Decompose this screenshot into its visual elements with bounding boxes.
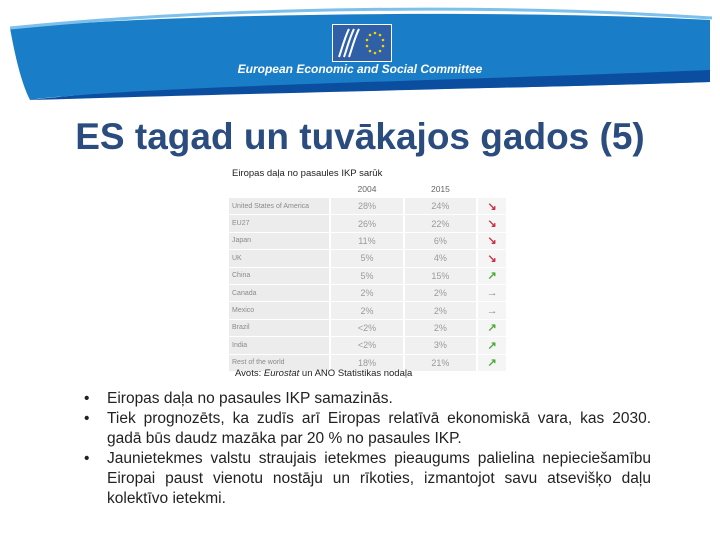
arrow-up-right-icon: ↗ — [476, 354, 506, 372]
value-2015-cell: 2% — [402, 319, 478, 338]
arrow-right-icon: → — [476, 301, 506, 320]
country-cell: Mexico — [229, 301, 331, 320]
arrow-up-right-icon: ↗ — [476, 319, 506, 338]
value-2004-cell: <2% — [329, 319, 404, 338]
arrow-right-icon: → — [476, 284, 506, 303]
value-2015-cell: 21% — [402, 354, 478, 372]
value-2015-cell: 2% — [402, 284, 478, 303]
table-row: UK 5% 4% ↘ — [229, 249, 506, 268]
value-2004-cell: 18% — [329, 354, 404, 372]
table-row: Canada 2% 2% → — [229, 284, 506, 303]
table-row: EU27 26% 22% ↘ — [229, 214, 506, 233]
table-header-row: 2004 2015 — [229, 180, 506, 198]
value-2004-cell: 5% — [329, 249, 404, 268]
table-row: Japan 11% 6% ↘ — [229, 232, 506, 251]
organization-name: European Economic and Social Committee — [237, 62, 483, 76]
value-2004-cell: <2% — [329, 336, 404, 355]
value-2015-cell: 6% — [402, 232, 478, 251]
value-2004-cell: 2% — [329, 284, 404, 303]
country-cell: EU27 — [229, 214, 331, 233]
country-cell: Rest of the world — [229, 354, 331, 372]
table-body: United States of America 28% 24% ↘ EU27 26% 22… — [229, 198, 506, 372]
eesc-logo-graphic — [338, 28, 385, 58]
bullet-text: Eiropas daļa no pasaules IKP samazinās. — [107, 390, 393, 407]
bullet-item: • Eiropas daļa no pasaules IKP samazinās. — [80, 389, 651, 409]
value-2004-cell: 5% — [329, 267, 404, 285]
table-caption: Eiropas daļa no pasaules IKP sarūk — [232, 168, 383, 179]
gdp-share-table: 2004 2015 United States of America 28% 24%… — [229, 180, 506, 372]
bullet-text: Tiek prognozēts, ka zudīs arī Eiropas re… — [107, 410, 651, 447]
country-cell: Japan — [229, 232, 331, 251]
eesc-logo — [332, 24, 392, 62]
trend-column-header — [477, 180, 506, 198]
source-eurostat: Eurostat — [263, 368, 300, 379]
arrow-down-right-icon: ↘ — [476, 249, 506, 268]
table-row: United States of America 28% 24% ↘ — [229, 198, 506, 216]
country-cell: Brazil — [229, 319, 331, 338]
value-2004-cell: 28% — [329, 198, 404, 216]
value-2015-cell: 2% — [402, 301, 478, 320]
table-row: Mexico 2% 2% → — [229, 301, 506, 320]
bullet-dot: • — [84, 410, 90, 427]
bullet-item: • Tiek prognozēts, ka zudīs arī Eiropas r… — [80, 409, 651, 449]
bullet-dot: • — [84, 450, 90, 467]
bullet-item: • Jaunietekmes valstu straujais ietekmes … — [80, 449, 651, 509]
arrow-down-right-icon: ↘ — [476, 232, 506, 251]
value-2015-cell: 3% — [402, 336, 478, 355]
arrow-up-right-icon: ↗ — [476, 336, 506, 355]
country-column-header — [229, 180, 330, 198]
arrow-down-right-icon: ↘ — [476, 214, 506, 233]
table-row: China 5% 15% ↗ — [229, 267, 506, 285]
source-note: Avots: Eurostat un ANO Statistikas nodaļ… — [235, 368, 412, 379]
arrow-up-right-icon: ↗ — [476, 267, 506, 285]
value-2015-cell: 24% — [402, 198, 478, 216]
table-row: Brazil <2% 2% ↗ — [229, 319, 506, 338]
source-prefix: Avots: — [235, 368, 264, 379]
value-2004-cell: 2% — [329, 301, 404, 320]
bullet-dot: • — [84, 390, 90, 407]
country-cell: Canada — [229, 284, 331, 303]
country-cell: United States of America — [229, 198, 331, 216]
value-2015-cell: 22% — [402, 214, 478, 233]
table-row: India <2% 3% ↗ — [229, 336, 506, 355]
slide-title: ES tagad un tuvākajos gados (5) — [75, 116, 645, 157]
country-cell: India — [229, 336, 331, 355]
bullet-list: • Eiropas daļa no pasaules IKP samazinās.… — [80, 389, 651, 509]
country-cell: UK — [229, 249, 331, 268]
banner-swoosh-highlight — [9, 7, 713, 30]
bullet-text: Jaunietekmes valstu straujais ietekmes p… — [107, 450, 651, 507]
year-column-header: 2015 — [430, 184, 450, 194]
value-2015-cell: 15% — [402, 267, 478, 285]
value-2004-cell: 26% — [329, 214, 404, 233]
year-column-header: 2004 — [357, 184, 377, 194]
source-suffix: un ANO Statistikas nodaļa — [299, 368, 413, 379]
country-cell: China — [229, 267, 331, 285]
arrow-down-right-icon: ↘ — [476, 198, 506, 216]
banner-swoosh-dark — [30, 70, 710, 100]
value-2004-cell: 11% — [329, 232, 404, 251]
table-row: Rest of the world 18% 21% ↗ — [229, 354, 506, 372]
value-2015-cell: 4% — [402, 249, 478, 268]
